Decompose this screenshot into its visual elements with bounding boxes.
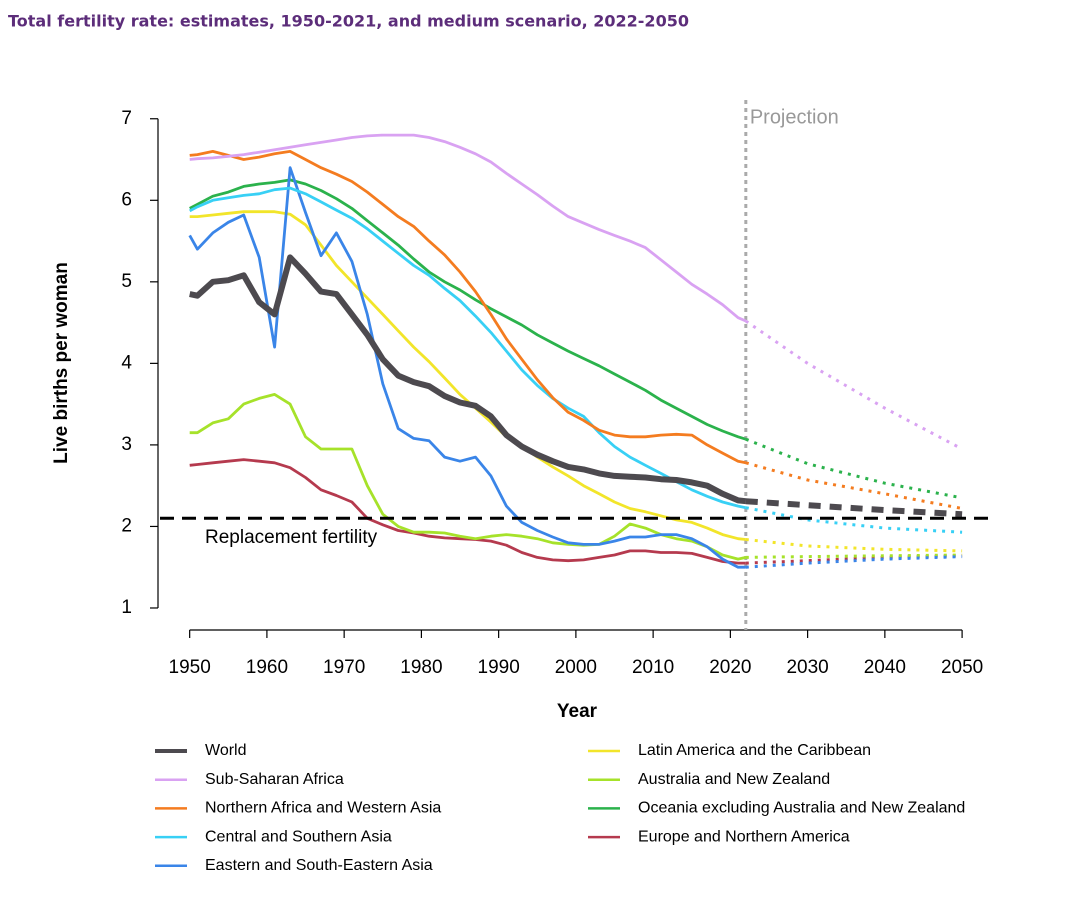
projection-line bbox=[745, 538, 963, 553]
legend-label: Sub-Saharan Africa bbox=[205, 771, 344, 788]
x-tick-label: 2020 bbox=[709, 657, 751, 678]
projection-line bbox=[745, 554, 963, 565]
legend-label: Oceania excluding Australia and New Zeal… bbox=[638, 800, 965, 817]
x-tick-label: 1990 bbox=[478, 657, 520, 678]
x-axis-label: Year bbox=[557, 701, 598, 722]
projection-line bbox=[745, 506, 963, 534]
series-line bbox=[189, 133, 747, 323]
projection-line bbox=[745, 437, 963, 500]
legend-label: Latin America and the Caribbean bbox=[638, 742, 871, 759]
projection-line bbox=[745, 461, 963, 510]
y-tick-label: 6 bbox=[121, 189, 132, 210]
series-line bbox=[189, 150, 747, 465]
x-tick-label: 1950 bbox=[169, 657, 211, 678]
replacement-label: Replacement fertility bbox=[205, 527, 378, 548]
projection-line bbox=[745, 498, 963, 518]
chart-title: Total fertility rate: estimates, 1950-20… bbox=[8, 12, 689, 31]
series-line bbox=[189, 458, 746, 565]
x-tick-label: 2010 bbox=[632, 657, 674, 678]
y-tick-label: 5 bbox=[121, 271, 132, 292]
legend-label: Central and Southern Asia bbox=[205, 828, 392, 845]
series-line bbox=[189, 393, 747, 561]
x-tick-label: 1960 bbox=[246, 657, 288, 678]
legend-label: Northern Africa and Western Asia bbox=[205, 800, 441, 817]
projection-line bbox=[745, 553, 963, 559]
series-line bbox=[189, 254, 747, 505]
series-line bbox=[188, 166, 746, 569]
x-tick-label: 2030 bbox=[786, 657, 828, 678]
x-tick-label: 2000 bbox=[555, 657, 597, 678]
y-tick-label: 1 bbox=[121, 597, 132, 618]
series-line bbox=[189, 186, 747, 510]
legend-label: Australia and New Zealand bbox=[638, 771, 830, 788]
legend-label: World bbox=[205, 742, 247, 759]
x-tick-label: 1980 bbox=[400, 657, 442, 678]
projection-label: Projection bbox=[750, 106, 839, 128]
y-tick-label: 3 bbox=[121, 434, 132, 455]
y-tick-label: 2 bbox=[121, 515, 132, 536]
x-tick-label: 2050 bbox=[941, 657, 983, 678]
x-tick-label: 1970 bbox=[323, 657, 365, 678]
legend-label: Eastern and South-Eastern Asia bbox=[205, 857, 433, 874]
projection-line bbox=[745, 555, 963, 569]
projection-line bbox=[744, 319, 963, 451]
series-line bbox=[189, 178, 747, 441]
y-axis-label: Live births per woman bbox=[51, 262, 72, 464]
x-tick-label: 2040 bbox=[864, 657, 906, 678]
y-tick-label: 7 bbox=[121, 108, 132, 129]
legend-label: Europe and Northern America bbox=[638, 828, 850, 845]
y-tick-label: 4 bbox=[121, 352, 132, 373]
